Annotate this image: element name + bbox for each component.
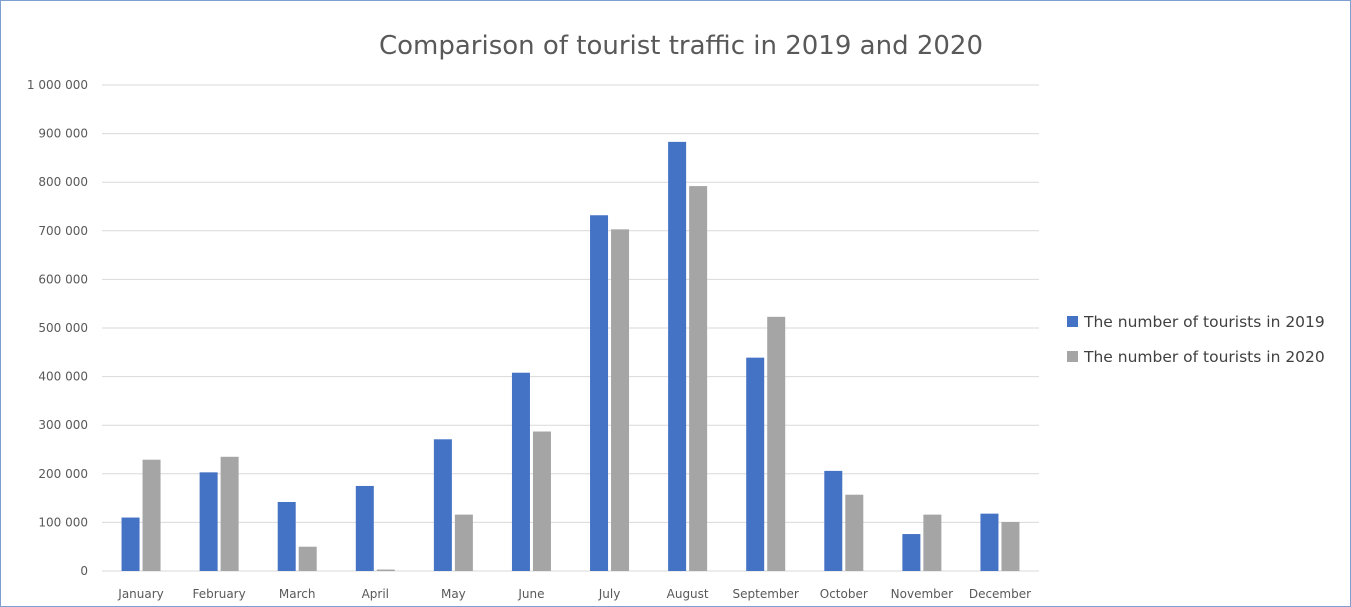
chart-title: Comparison of tourist traffic in 2019 an… xyxy=(379,31,983,61)
bar-2019-march xyxy=(277,501,296,571)
gridlines xyxy=(102,84,1039,572)
bar-2020-january xyxy=(142,459,161,571)
y-tick-label: 800 000 xyxy=(38,175,88,189)
y-tick-label: 200 000 xyxy=(38,467,88,481)
y-tick-label: 1 000 000 xyxy=(27,78,88,92)
y-axis-tick-labels: 0 100 000 200 000 300 000 400 000 500 000 600 … xyxy=(27,78,88,578)
bar-2020-february xyxy=(220,456,239,571)
legend: The number of tourists in 2019 The number… xyxy=(1067,313,1325,366)
x-tick-label: February xyxy=(193,587,246,601)
bar-2020-may xyxy=(454,514,473,571)
x-tick-label: December xyxy=(969,587,1031,601)
bar-2020-april xyxy=(376,569,395,571)
x-tick-label: March xyxy=(279,587,316,601)
bar-2019-april xyxy=(355,485,374,571)
bar-2020-november xyxy=(923,514,942,571)
bar-2019-august xyxy=(668,141,687,571)
x-tick-label: January xyxy=(117,587,164,601)
bar-2019-november xyxy=(902,534,921,571)
legend-swatch xyxy=(1067,316,1078,327)
legend-swatch xyxy=(1067,351,1078,362)
bars xyxy=(121,141,1020,572)
y-tick-label: 0 xyxy=(80,564,88,578)
y-tick-label: 400 000 xyxy=(38,370,88,384)
bar-2019-january xyxy=(121,517,140,571)
legend-label: The number of tourists in 2020 xyxy=(1083,348,1325,366)
x-tick-label: September xyxy=(733,587,799,601)
legend-label: The number of tourists in 2019 xyxy=(1083,313,1325,331)
y-tick-label: 900 000 xyxy=(38,127,88,141)
y-tick-label: 500 000 xyxy=(38,321,88,335)
x-axis-tick-labels: January February March April May June July Augu… xyxy=(117,587,1031,601)
x-tick-label: April xyxy=(362,587,389,601)
x-tick-label: October xyxy=(820,587,868,601)
bar-2020-march xyxy=(298,546,317,571)
bar-2020-august xyxy=(689,186,708,571)
y-tick-label: 600 000 xyxy=(38,272,88,286)
y-tick-label: 300 000 xyxy=(38,418,88,432)
x-tick-label: May xyxy=(441,587,466,601)
y-tick-label: 700 000 xyxy=(38,224,88,238)
bar-2020-september xyxy=(767,316,786,571)
bar-2019-february xyxy=(199,472,218,571)
x-tick-label: July xyxy=(598,587,621,601)
x-tick-label: November xyxy=(891,587,953,601)
bar-2020-june xyxy=(532,431,551,571)
x-tick-label: June xyxy=(517,587,544,601)
x-tick-label: August xyxy=(667,587,709,601)
bar-2019-october xyxy=(824,470,843,571)
bar-2020-july xyxy=(611,229,630,572)
bar-2019-july xyxy=(590,215,609,572)
bar-2019-september xyxy=(746,357,765,571)
y-tick-label: 100 000 xyxy=(38,515,88,529)
bar-2020-december xyxy=(1001,521,1020,571)
bar-2019-may xyxy=(433,439,452,571)
bar-2020-october xyxy=(845,494,864,571)
bar-2019-june xyxy=(511,372,530,571)
bar-2019-december xyxy=(980,513,999,571)
